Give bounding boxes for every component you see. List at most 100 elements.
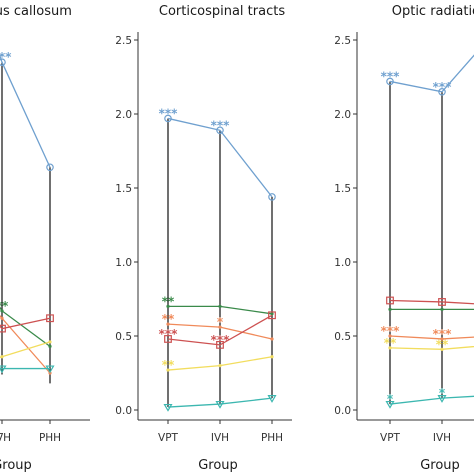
series-line-4 — [0, 317, 51, 330]
data-point — [268, 311, 276, 320]
series-line-3 — [0, 314, 51, 374]
data-point — [166, 368, 170, 372]
x-tick-label: VPT — [380, 432, 401, 444]
series-line-6 — [167, 397, 273, 408]
y-tick-label: 2.0 — [334, 109, 351, 121]
data-point — [0, 355, 4, 359]
data-point — [268, 193, 276, 201]
data-point — [166, 304, 170, 308]
chart-panels: Corpus callosumVPTIVHPHHGroup*****Cortic… — [0, 4, 474, 473]
series-line-2 — [389, 299, 474, 305]
significance-label: *** — [211, 333, 231, 347]
x-tick-label: PHH — [261, 432, 283, 444]
data-point — [0, 316, 4, 320]
significance-label: * — [217, 315, 224, 329]
significance-label: *** — [381, 324, 401, 338]
significance-label: ** — [0, 299, 9, 313]
chart-panel-1: Corpus callosumVPTIVHPHHGroup***** — [0, 4, 90, 473]
significance-label: *** — [211, 118, 231, 132]
data-point — [385, 400, 395, 409]
y-tick-label: 0.0 — [115, 405, 132, 417]
chart-title: Corticospinal tracts — [159, 4, 285, 19]
data-point — [438, 88, 446, 96]
x-axis-label: Group — [198, 458, 238, 473]
significance-label: *** — [159, 106, 179, 120]
y-tick-label: 0.0 — [334, 405, 351, 417]
series-line-6 — [389, 395, 474, 405]
significance-label: ** — [162, 358, 175, 372]
data-point — [216, 340, 224, 349]
chart-panel-3: Optic radiation0.00.51.01.52.02.5VPTIVHP… — [334, 4, 474, 473]
data-point — [166, 322, 170, 326]
data-point — [163, 403, 173, 412]
x-axis-label: Group — [0, 458, 32, 473]
y-tick-label: 2.5 — [334, 35, 351, 47]
y-tick-label: 2.5 — [115, 35, 132, 47]
data-point — [270, 312, 274, 316]
series-line-5 — [389, 345, 474, 350]
y-tick-label: 1.5 — [334, 183, 351, 195]
data-point — [164, 335, 172, 343]
data-point — [45, 365, 55, 374]
y-tick-label: 1.0 — [115, 257, 132, 269]
data-point — [215, 400, 225, 409]
series-line-6 — [0, 367, 50, 370]
data-point — [164, 114, 172, 123]
significance-label: *** — [433, 327, 453, 341]
significance-label: *** — [159, 327, 179, 341]
y-tick-label: 1.0 — [334, 257, 351, 269]
significance-label: *** — [381, 69, 401, 83]
data-point — [388, 307, 392, 311]
y-tick-label: 0.5 — [334, 331, 351, 343]
x-tick-label: PHH — [39, 432, 61, 444]
series-line-4 — [167, 314, 273, 346]
data-point — [388, 346, 392, 350]
data-point — [48, 344, 52, 348]
x-axis-label: Group — [420, 458, 460, 473]
data-point — [0, 365, 7, 374]
significance-label: *** — [433, 80, 453, 94]
data-point — [46, 314, 54, 323]
data-point — [437, 395, 447, 403]
significance-label: ** — [384, 336, 397, 350]
series-line-1 — [167, 117, 273, 198]
chart-title: Corpus callosum — [0, 4, 72, 19]
data-point — [0, 309, 4, 313]
x-tick-label: IVH — [0, 432, 11, 444]
data-point — [46, 163, 54, 172]
data-point — [218, 325, 222, 329]
data-point — [218, 304, 222, 308]
significance-label: * — [439, 386, 446, 400]
chart-title: Optic radiation — [392, 4, 474, 19]
significance-label: ** — [162, 312, 175, 326]
data-point — [386, 77, 394, 86]
significance-label: *** — [0, 50, 12, 64]
significance-label: ** — [436, 337, 449, 351]
data-point — [388, 334, 392, 338]
y-tick-label: 0.5 — [115, 331, 132, 343]
data-point — [267, 395, 277, 403]
data-point — [270, 337, 274, 341]
data-point — [216, 126, 224, 135]
y-tick-label: 1.5 — [115, 183, 132, 195]
series-line-1 — [0, 54, 51, 168]
x-tick-label: VPT — [0, 432, 3, 444]
y-tick-label: 2.0 — [115, 109, 132, 121]
x-tick-label: IVH — [433, 432, 451, 444]
data-point — [440, 337, 444, 341]
data-point — [218, 364, 222, 368]
data-point — [48, 340, 52, 344]
chart-panel-2: Corticospinal tracts 0.0 0.5 1.0 1.5 2.0 2.5 VP… — [115, 4, 292, 473]
data-point — [386, 296, 394, 305]
series-line-1 — [389, 54, 474, 93]
data-point — [438, 298, 446, 306]
data-point — [0, 324, 6, 333]
x-tick-label: VPT — [158, 432, 179, 444]
data-point — [440, 307, 444, 311]
data-point — [0, 58, 6, 66]
data-point — [270, 355, 274, 359]
significance-label: * — [387, 392, 394, 406]
x-tick-label: IVH — [211, 432, 229, 444]
data-point — [440, 347, 444, 351]
